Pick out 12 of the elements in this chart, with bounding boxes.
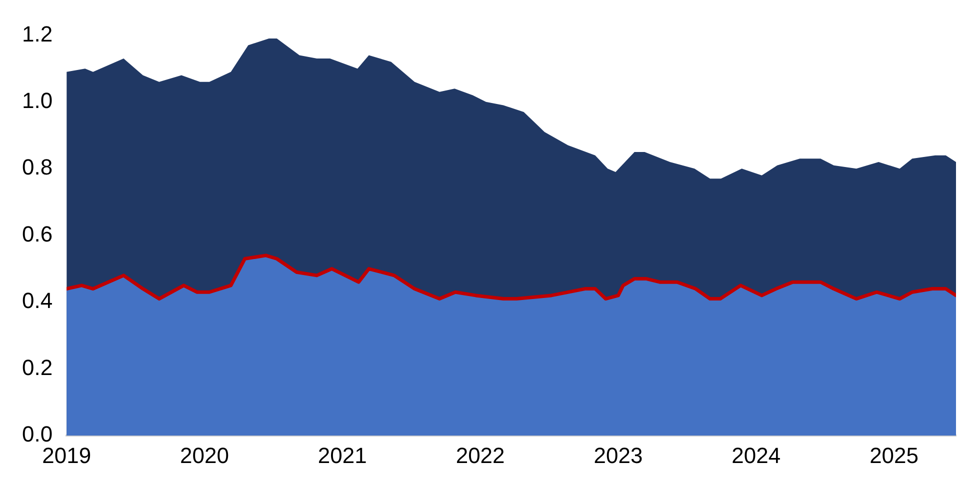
y-tick-label: 0.8 xyxy=(22,154,53,180)
y-tick-label: 0.4 xyxy=(22,288,53,314)
y-tick-label: 1.0 xyxy=(22,88,53,113)
y-tick-label: 1.2 xyxy=(22,21,53,46)
x-tick-label: 2022 xyxy=(456,442,505,468)
y-tick-label: 0.6 xyxy=(22,221,53,246)
x-tick-label: 2020 xyxy=(180,442,229,468)
x-tick-label: 2024 xyxy=(732,442,781,468)
x-tick-label: 2021 xyxy=(318,442,367,468)
y-tick-label: 0.2 xyxy=(22,354,53,380)
x-tick-label: 2025 xyxy=(870,442,919,468)
x-tick-label: 2023 xyxy=(594,442,643,468)
